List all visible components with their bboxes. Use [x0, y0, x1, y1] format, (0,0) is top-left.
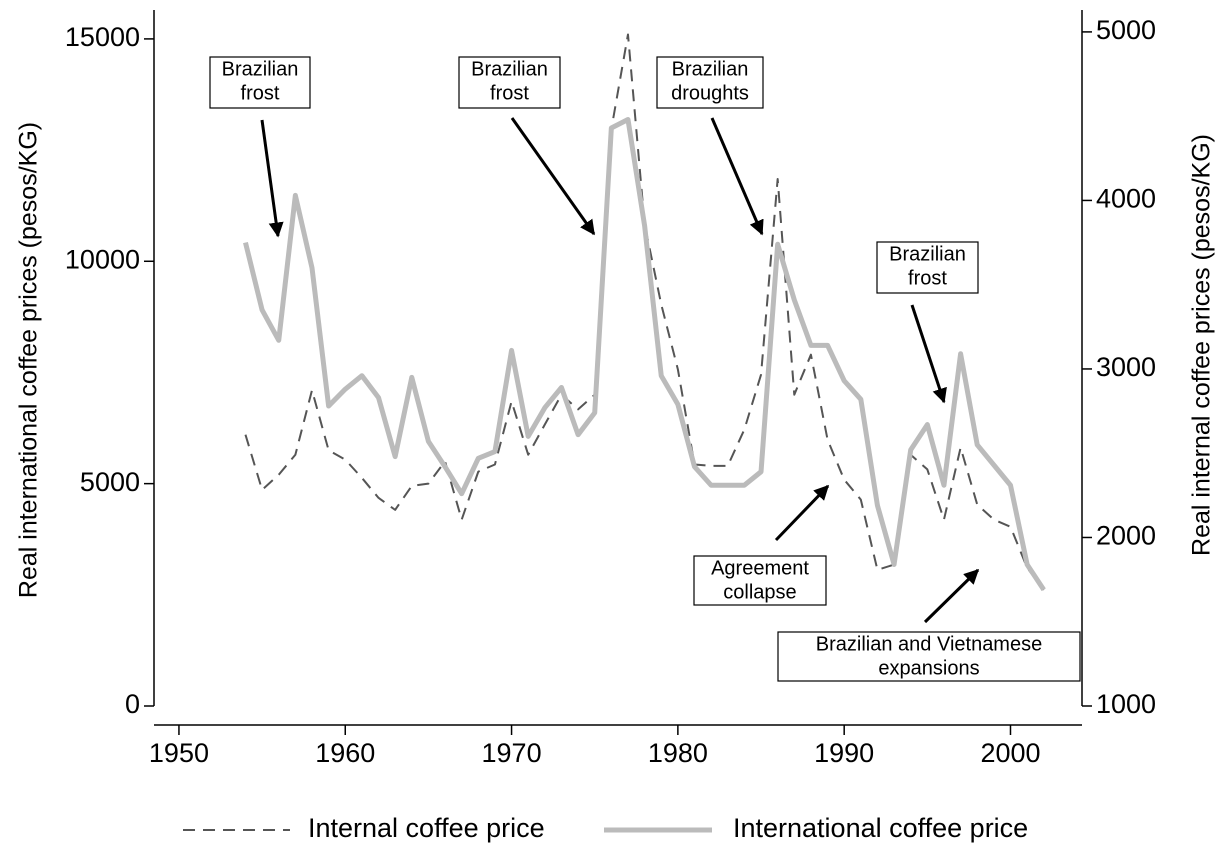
- annotation-text: frost: [908, 267, 947, 289]
- x-tick-label: 1960: [315, 738, 375, 768]
- y2-tick-label: 5000: [1096, 15, 1156, 45]
- annotation-arrow: [710, 117, 764, 236]
- annotation-arrow: [910, 304, 947, 404]
- y2-axis-title: Real internal coffee prices (pesos/KG): [1188, 134, 1216, 556]
- annotation-text: frost: [241, 82, 280, 104]
- y-tick-label: 15000: [65, 22, 140, 52]
- legend-label: Internal coffee price: [308, 813, 545, 843]
- annotation-box: [876, 241, 979, 294]
- annotation-text: Brazilian: [222, 58, 299, 80]
- annotation-text: Brazilian: [889, 243, 966, 265]
- annotation-text: Agreement: [711, 557, 809, 579]
- annotation-box: [777, 631, 1081, 682]
- series-line: [243, 117, 1046, 592]
- x-tick-label: 1950: [149, 738, 209, 768]
- annotation-text: collapse: [723, 581, 796, 603]
- y-axis-title: Real international coffee prices (pesos/…: [15, 122, 43, 598]
- y-tick-label: 10000: [65, 244, 140, 274]
- annotation-text: frost: [490, 82, 529, 104]
- y-tick-label: 5000: [80, 467, 140, 497]
- annotation-box: [209, 56, 311, 109]
- x-tick-label: 2000: [980, 738, 1040, 768]
- annotation-text: Brazilian: [672, 58, 749, 80]
- y2-tick-label: 4000: [1096, 184, 1156, 214]
- y2-tick-label: 1000: [1096, 689, 1156, 719]
- annotation-arrow: [774, 484, 830, 542]
- annotation-text: Brazilian: [471, 58, 548, 80]
- annotation-text: expansions: [878, 657, 979, 679]
- annotation-text: Brazilian and Vietnamese: [816, 633, 1042, 655]
- y2-tick-label: 2000: [1096, 521, 1156, 551]
- annotation-box: [693, 555, 827, 606]
- annotation-text: droughts: [671, 82, 749, 104]
- y2-tick-label: 3000: [1096, 352, 1156, 382]
- annotation-arrow: [260, 119, 284, 238]
- x-tick-label: 1990: [814, 738, 874, 768]
- x-tick-label: 1980: [648, 738, 708, 768]
- series-line: [244, 33, 1045, 591]
- legend-label: International coffee price: [733, 813, 1028, 843]
- annotation-box: [458, 56, 561, 109]
- annotation-arrow: [510, 117, 596, 236]
- y-tick-label: 0: [125, 689, 140, 719]
- annotation-arrow: [923, 568, 980, 624]
- x-tick-label: 1970: [482, 738, 542, 768]
- annotation-box: [656, 56, 764, 109]
